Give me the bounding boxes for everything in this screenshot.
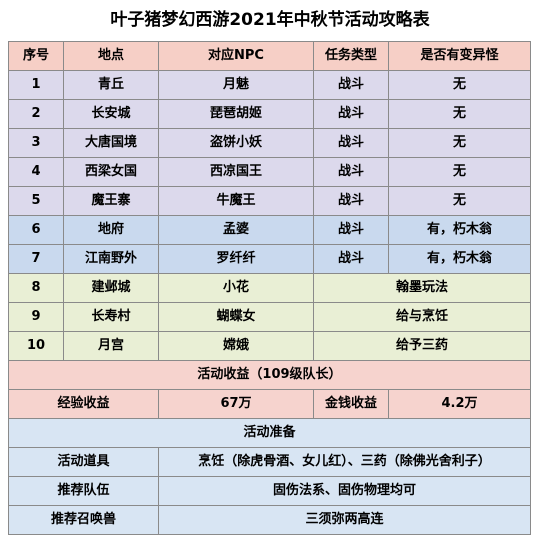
cell-place: 长寿村 <box>63 302 159 332</box>
table-row: 5 魔王寨 牛魔王 战斗 无 <box>8 186 531 216</box>
cell-no: 8 <box>8 273 64 303</box>
prep-label: 活动道具 <box>8 447 159 477</box>
header-mutant: 是否有变异怪 <box>388 41 531 71</box>
cell-place: 建邺城 <box>63 273 159 303</box>
cell-task: 给与烹饪 <box>313 302 531 332</box>
cell-mutant: 有，朽木翁 <box>388 244 531 274</box>
cell-place: 江南野外 <box>63 244 159 274</box>
money-value: 4.2万 <box>388 389 531 419</box>
cell-type: 战斗 <box>313 70 389 100</box>
table-row: 6 地府 孟婆 战斗 有，朽木翁 <box>8 215 531 245</box>
prep-value: 烹饪（除虎骨酒、女儿红）、三药（除佛光舍利子） <box>158 447 531 477</box>
cell-npc: 孟婆 <box>158 215 314 245</box>
cell-type: 战斗 <box>313 157 389 187</box>
header-type: 任务类型 <box>313 41 389 71</box>
prep-label: 推荐召唤兽 <box>8 505 159 535</box>
cell-mutant: 无 <box>388 157 531 187</box>
cell-no: 10 <box>8 331 64 361</box>
cell-mutant: 无 <box>388 186 531 216</box>
table-row: 8 建邺城 小花 翰墨玩法 <box>8 273 531 303</box>
table-row: 7 江南野外 罗纤纤 战斗 有，朽木翁 <box>8 244 531 274</box>
cell-place: 魔王寨 <box>63 186 159 216</box>
cell-mutant: 无 <box>388 70 531 100</box>
cell-npc: 西凉国王 <box>158 157 314 187</box>
prep-heading: 活动准备 <box>8 418 531 448</box>
cell-type: 战斗 <box>313 215 389 245</box>
cell-no: 3 <box>8 128 64 158</box>
table-header-row: 序号 地点 对应NPC 任务类型 是否有变异怪 <box>8 41 531 71</box>
header-place: 地点 <box>63 41 159 71</box>
rewards-heading-row: 活动收益（109级队长） <box>8 360 531 390</box>
cell-npc: 小花 <box>158 273 314 303</box>
exp-label: 经验收益 <box>8 389 159 419</box>
cell-npc: 牛魔王 <box>158 186 314 216</box>
cell-no: 1 <box>8 70 64 100</box>
cell-no: 9 <box>8 302 64 332</box>
table-row: 2 长安城 琵琶胡姬 战斗 无 <box>8 99 531 129</box>
cell-npc: 罗纤纤 <box>158 244 314 274</box>
cell-npc: 月魅 <box>158 70 314 100</box>
table-row: 9 长寿村 蝴蝶女 给与烹饪 <box>8 302 531 332</box>
rewards-row: 经验收益 67万 金钱收益 4.2万 <box>8 389 531 419</box>
cell-no: 6 <box>8 215 64 245</box>
table-row: 3 大唐国境 盗饼小妖 战斗 无 <box>8 128 531 158</box>
exp-value: 67万 <box>158 389 314 419</box>
header-no: 序号 <box>8 41 64 71</box>
prep-value: 三须弥两高连 <box>158 505 531 535</box>
cell-no: 5 <box>8 186 64 216</box>
cell-type: 战斗 <box>313 99 389 129</box>
prep-label: 推荐队伍 <box>8 476 159 506</box>
prep-value: 固伤法系、固伤物理均可 <box>158 476 531 506</box>
cell-type: 战斗 <box>313 244 389 274</box>
table-row: 10 月宫 嫦娥 给予三药 <box>8 331 531 361</box>
prep-heading-row: 活动准备 <box>8 418 531 448</box>
cell-type: 战斗 <box>313 186 389 216</box>
table-row: 1 青丘 月魅 战斗 无 <box>8 70 531 100</box>
cell-type: 战斗 <box>313 128 389 158</box>
cell-place: 长安城 <box>63 99 159 129</box>
cell-place: 青丘 <box>63 70 159 100</box>
cell-no: 7 <box>8 244 64 274</box>
prep-row: 推荐队伍 固伤法系、固伤物理均可 <box>8 476 531 506</box>
prep-row: 推荐召唤兽 三须弥两高连 <box>8 505 531 535</box>
money-label: 金钱收益 <box>313 389 389 419</box>
cell-place: 西梁女国 <box>63 157 159 187</box>
rewards-heading: 活动收益（109级队长） <box>8 360 531 390</box>
cell-mutant: 有，朽木翁 <box>388 215 531 245</box>
page-title: 叶子猪梦幻西游2021年中秋节活动攻略表 <box>110 10 430 30</box>
cell-mutant: 无 <box>388 99 531 129</box>
prep-row: 活动道具 烹饪（除虎骨酒、女儿红）、三药（除佛光舍利子） <box>8 447 531 477</box>
cell-no: 2 <box>8 99 64 129</box>
cell-npc: 蝴蝶女 <box>158 302 314 332</box>
cell-task: 给予三药 <box>313 331 531 361</box>
table-row: 4 西梁女国 西凉国王 战斗 无 <box>8 157 531 187</box>
cell-no: 4 <box>8 157 64 187</box>
cell-place: 月宫 <box>63 331 159 361</box>
cell-npc: 盗饼小妖 <box>158 128 314 158</box>
cell-mutant: 无 <box>388 128 531 158</box>
header-npc: 对应NPC <box>158 41 314 71</box>
strategy-table: 序号 地点 对应NPC 任务类型 是否有变异怪 1 青丘 月魅 战斗 无 2 长… <box>8 41 531 535</box>
cell-task: 翰墨玩法 <box>313 273 531 303</box>
cell-place: 大唐国境 <box>63 128 159 158</box>
cell-place: 地府 <box>63 215 159 245</box>
cell-npc: 琵琶胡姬 <box>158 99 314 129</box>
cell-npc: 嫦娥 <box>158 331 314 361</box>
